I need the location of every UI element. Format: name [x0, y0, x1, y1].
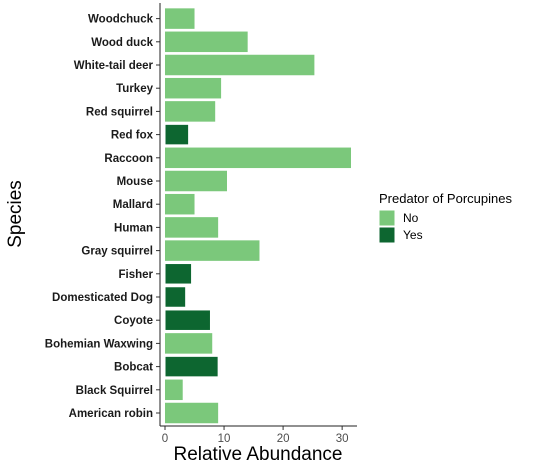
- category-label: Domesticated Dog: [52, 292, 153, 304]
- category-label: Mouse: [117, 176, 153, 188]
- category-label: Gray squirrel: [81, 246, 153, 258]
- category-label: Bohemian Waxwing: [45, 338, 153, 350]
- category-label: Red squirrel: [86, 106, 153, 118]
- bars-layer: [164, 8, 351, 424]
- x-tick-label: 30: [336, 433, 349, 445]
- bar: [165, 101, 216, 122]
- category-label: Wood duck: [91, 37, 153, 49]
- bar: [165, 170, 227, 192]
- bar: [165, 379, 183, 401]
- bar: [164, 355, 219, 378]
- legend-swatch: [378, 226, 396, 244]
- category-label: Woodchuck: [88, 14, 154, 26]
- x-axis-ticks: 0 10 20 30: [162, 426, 349, 445]
- bar: [164, 286, 187, 308]
- category-label: Turkey: [116, 83, 153, 95]
- legend-label: No: [403, 211, 419, 225]
- legend-title: Predator of Porcupines: [379, 191, 512, 206]
- bar: [165, 217, 219, 238]
- category-label: Raccoon: [104, 153, 153, 165]
- y-axis-title: Species: [5, 180, 26, 248]
- legend-label: Yes: [403, 228, 423, 242]
- category-label: Bobcat: [114, 362, 153, 374]
- legend-items: No Yes: [378, 209, 423, 244]
- bar: [165, 31, 248, 53]
- category-label: American robin: [69, 408, 153, 420]
- bar: [165, 240, 260, 261]
- bar: [164, 123, 190, 146]
- y-axis-ticks: [156, 18, 160, 414]
- bar: [165, 402, 219, 424]
- legend: Predator of Porcupines No Yes: [378, 191, 512, 244]
- bar: [165, 147, 351, 169]
- bar: [165, 193, 195, 215]
- bar: [165, 333, 213, 354]
- category-label: Human: [114, 222, 153, 234]
- category-label: Red fox: [111, 130, 154, 142]
- bar: [164, 309, 211, 331]
- x-tick-label: 20: [277, 433, 290, 445]
- x-axis-title: Relative Abundance: [173, 444, 342, 465]
- category-label: White-tail deer: [74, 60, 154, 72]
- x-tick-label: 0: [162, 433, 168, 445]
- category-label: Mallard: [113, 199, 153, 211]
- legend-swatch: [378, 209, 396, 227]
- bar: [165, 54, 315, 76]
- bar: [164, 263, 193, 285]
- bar: [165, 8, 195, 29]
- category-label: Fisher: [118, 269, 153, 281]
- x-tick-label: 10: [218, 433, 231, 445]
- category-label: Black Squirrel: [76, 385, 153, 397]
- category-labels: Woodchuck Wood duck White-tail deer Turkey R…: [45, 14, 154, 420]
- category-label: Coyote: [114, 315, 153, 327]
- bar: [165, 77, 222, 99]
